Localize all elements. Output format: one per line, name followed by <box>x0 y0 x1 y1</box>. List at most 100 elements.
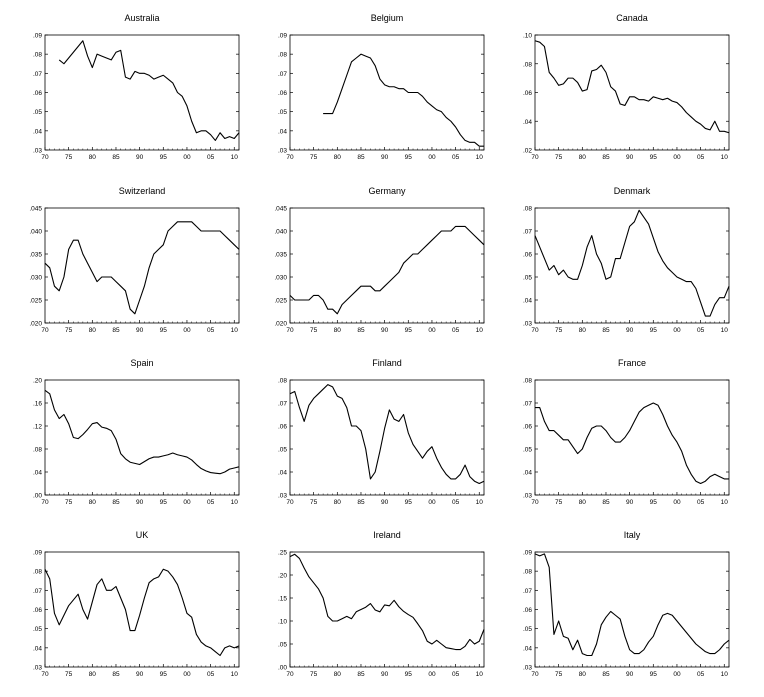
series-line-germany <box>289 225 485 315</box>
chart-france: France .03 .04 .05 .06 .07 .08 70 75 80 85 90 95 00 05… <box>523 358 730 506</box>
x-tick-label: 95 <box>650 327 658 334</box>
y-tick-label: .020 <box>29 321 42 328</box>
y-tick-label: .09 <box>33 33 42 40</box>
x-tick-label: 90 <box>626 671 634 678</box>
y-tick-label: .10 <box>523 33 532 40</box>
y-tick-label: .045 <box>29 206 42 213</box>
chart-title: Italy <box>624 530 641 540</box>
y-tick-label: .03 <box>523 321 532 328</box>
x-tick-label: 85 <box>602 499 610 506</box>
chart-australia: Australia .03 .04 .05 .06 .07 .08 .09 70 75 80 85 90… <box>33 13 240 161</box>
chart-title: Belgium <box>371 13 404 23</box>
y-tick-label: .08 <box>523 206 532 213</box>
x-tick-label: 00 <box>428 154 436 161</box>
x-tick-label: 95 <box>650 154 658 161</box>
x-tick-label: 70 <box>531 499 539 506</box>
x-tick-label: 90 <box>136 327 144 334</box>
x-tick-label: 85 <box>112 154 120 161</box>
series-line-uk <box>44 568 240 657</box>
chart-ireland: Ireland .00 .05 .10 .15 .20 .25 70 75 80 85 90 95 00 0… <box>278 530 485 678</box>
x-tick-label: 05 <box>207 327 215 334</box>
y-tick-label: .08 <box>523 378 532 385</box>
y-tick-label: .04 <box>278 470 287 477</box>
x-tick-label: 80 <box>579 499 587 506</box>
x-tick-label: 85 <box>112 671 120 678</box>
x-tick-label: 90 <box>626 327 634 334</box>
plot-frame <box>534 379 730 496</box>
x-tick-label: 75 <box>65 327 73 334</box>
x-tick-label: 70 <box>41 154 49 161</box>
y-tick-label: .16 <box>33 401 42 408</box>
x-tick-label: 70 <box>286 327 294 334</box>
chart-title: Denmark <box>614 186 651 196</box>
y-tick-label: .03 <box>278 493 287 500</box>
y-tick-label: .04 <box>33 470 42 477</box>
x-tick-label: 85 <box>357 327 365 334</box>
x-tick-label: 80 <box>89 499 97 506</box>
x-tick-label: 10 <box>231 327 239 334</box>
x-tick-label: 70 <box>531 671 539 678</box>
x-tick-label: 80 <box>89 671 97 678</box>
y-tick-label: .08 <box>523 61 532 68</box>
y-tick-label: .09 <box>523 550 532 557</box>
chart-finland: Finland .03 .04 .05 .06 .07 .08 70 75 80 85 90 95 00 0… <box>278 358 485 506</box>
x-tick-label: 75 <box>310 327 318 334</box>
x-tick-label: 05 <box>207 671 215 678</box>
x-tick-label: 95 <box>650 499 658 506</box>
y-tick-label: .06 <box>33 90 42 97</box>
x-tick-label: 85 <box>602 154 610 161</box>
x-tick-label: 05 <box>452 327 460 334</box>
x-tick-label: 80 <box>579 671 587 678</box>
x-tick-label: 05 <box>452 499 460 506</box>
x-tick-label: 75 <box>555 154 563 161</box>
x-tick-label: 70 <box>41 671 49 678</box>
x-tick-label: 10 <box>231 499 239 506</box>
y-tick-label: .04 <box>33 645 42 652</box>
x-tick-label: 70 <box>531 327 539 334</box>
chart-title: Spain <box>130 358 153 368</box>
x-tick-label: 10 <box>231 671 239 678</box>
y-tick-label: .040 <box>274 229 287 236</box>
x-tick-label: 90 <box>381 671 389 678</box>
y-tick-label: .05 <box>278 642 287 649</box>
y-tick-label: .08 <box>33 447 42 454</box>
chart-germany: Germany .020 .025 .030 .035 .040 .045 70 75 80 85 9… <box>274 186 485 334</box>
x-tick-label: 70 <box>41 499 49 506</box>
y-tick-label: .05 <box>523 447 532 454</box>
y-tick-label: .020 <box>274 321 287 328</box>
y-tick-label: .09 <box>278 33 287 40</box>
y-tick-label: .06 <box>278 90 287 97</box>
y-tick-label: .06 <box>33 607 42 614</box>
y-tick-label: .06 <box>523 252 532 259</box>
plot-frame <box>534 207 730 324</box>
y-tick-label: .04 <box>523 470 532 477</box>
x-tick-label: 80 <box>334 327 342 334</box>
x-tick-label: 95 <box>405 499 413 506</box>
x-tick-label: 05 <box>697 154 705 161</box>
x-tick-label: 90 <box>136 154 144 161</box>
y-tick-label: .00 <box>278 665 287 672</box>
x-tick-label: 10 <box>476 499 484 506</box>
y-tick-label: .03 <box>33 148 42 155</box>
chart-title: UK <box>136 530 149 540</box>
x-tick-label: 75 <box>65 154 73 161</box>
x-tick-label: 00 <box>428 671 436 678</box>
y-tick-label: .20 <box>33 378 42 385</box>
x-tick-label: 80 <box>334 499 342 506</box>
x-tick-label: 85 <box>112 499 120 506</box>
x-tick-label: 00 <box>673 154 681 161</box>
y-tick-label: .030 <box>29 275 42 282</box>
y-tick-label: .20 <box>278 573 287 580</box>
y-tick-label: .05 <box>278 109 287 116</box>
x-tick-label: 90 <box>626 499 634 506</box>
x-tick-label: 95 <box>405 327 413 334</box>
x-tick-label: 70 <box>286 499 294 506</box>
y-tick-label: .025 <box>274 298 287 305</box>
x-tick-label: 95 <box>405 671 413 678</box>
y-tick-label: .07 <box>33 71 42 78</box>
x-tick-label: 00 <box>673 671 681 678</box>
plot-frame <box>289 34 485 151</box>
x-tick-label: 75 <box>65 499 73 506</box>
x-tick-label: 95 <box>160 499 168 506</box>
x-tick-label: 05 <box>207 499 215 506</box>
